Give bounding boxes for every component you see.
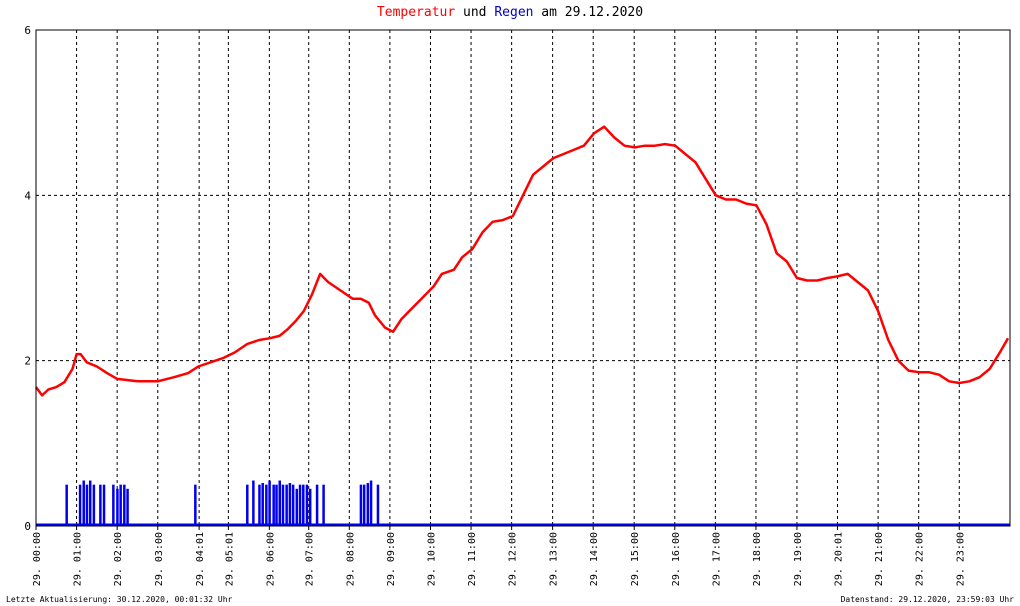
x-tick-label: 29. 18:00 <box>752 532 763 586</box>
x-tick-label: 29. 21:00 <box>874 532 885 586</box>
x-tick-label: 29. 00:00 <box>32 532 43 586</box>
y-tick-label: 6 <box>24 24 31 37</box>
rain-bar <box>278 480 281 526</box>
data-timestamp-text: Datenstand: 29.12.2020, 23:59:03 Uhr <box>840 595 1014 604</box>
x-tick-label: 29. 11:00 <box>467 532 478 586</box>
rain-bar <box>265 484 268 526</box>
rain-bar <box>85 484 89 526</box>
x-tick-label: 29. 10:00 <box>426 532 437 586</box>
temperature-series <box>34 125 1010 397</box>
rain-bar <box>123 484 126 526</box>
rain-bar <box>272 484 275 526</box>
rain-bar <box>285 484 288 526</box>
rain-bar <box>102 484 106 526</box>
rain-bar <box>295 488 299 526</box>
x-tick-label: 29. 08:00 <box>345 532 356 586</box>
x-tick-label: 29. 07:00 <box>305 532 316 586</box>
rain-bar <box>65 484 68 526</box>
x-tick-label: 29. 03:00 <box>154 532 165 586</box>
x-axis-ticks: 29. 00:00 29. 01:00 29. 02:00 29. 03:00 29. … <box>32 526 966 586</box>
rain-bar <box>88 480 92 526</box>
x-tick-label: 29. 05:01 <box>224 532 235 586</box>
rain-bar <box>78 484 82 526</box>
rain-bar <box>268 480 271 526</box>
x-tick-label: 29. 13:00 <box>549 532 560 586</box>
x-tick-label: 29. 02:00 <box>113 532 124 586</box>
rain-bar <box>359 484 363 526</box>
last-update-text: Letzte Aktualisierung: 30.12.2020, 00:01… <box>6 595 233 604</box>
title-date: am 29.12.2020 <box>533 5 644 20</box>
rain-bar <box>82 480 85 526</box>
x-tick-label: 29. 04:01 <box>195 532 206 586</box>
y-tick-label: 0 <box>24 520 31 533</box>
x-tick-label: 29. 01:00 <box>73 532 84 586</box>
x-tick-label: 29. 17:00 <box>711 532 722 586</box>
x-tick-label: 29. 20:01 <box>834 532 845 586</box>
rain-bar <box>305 484 309 526</box>
rain-bar <box>112 484 115 526</box>
chart-title: Temperatur und Regen am 29.12.2020 <box>0 5 1020 20</box>
y-tick-label: 4 <box>24 189 31 202</box>
rain-bar <box>194 484 197 526</box>
rain-bar <box>315 484 319 526</box>
title-and-word: und <box>455 5 495 20</box>
rain-bar <box>302 484 305 526</box>
x-tick-label: 29. 23:00 <box>955 532 966 586</box>
rain-bar <box>288 483 292 526</box>
rain-bar <box>275 484 278 526</box>
rain-bar <box>369 480 373 526</box>
rain-bar <box>116 488 119 526</box>
rain-bar <box>261 483 264 526</box>
rain-bar <box>298 484 302 526</box>
rain-bar <box>376 484 380 526</box>
x-tick-label: 29. 16:00 <box>671 532 682 586</box>
y-axis-ticks: 0 2 4 6 <box>24 24 31 533</box>
rain-bar <box>99 484 102 526</box>
rain-bar <box>362 484 366 526</box>
x-tick-label: 29. 14:00 <box>589 532 600 586</box>
plot-frame <box>35 29 1011 527</box>
temperature-line <box>34 125 1010 397</box>
rain-bar <box>92 484 96 526</box>
rain-bar <box>246 484 249 526</box>
rain-bar <box>258 484 261 526</box>
grid-lines <box>36 30 1010 526</box>
x-tick-label: 29. 09:00 <box>386 532 397 586</box>
y-tick-label: 2 <box>24 355 31 368</box>
rain-bar <box>119 484 122 526</box>
rain-bar <box>126 488 129 526</box>
x-tick-label: 29. 12:00 <box>508 532 519 586</box>
rain-bar <box>308 488 312 526</box>
rain-bar <box>366 483 370 526</box>
x-tick-label: 29. 19:00 <box>793 532 804 586</box>
rain-bar <box>322 484 325 526</box>
x-tick-label: 29. 06:00 <box>265 532 276 586</box>
title-temperature-word: Temperatur <box>376 5 456 20</box>
x-tick-label: 29. 15:00 <box>630 532 641 586</box>
x-tick-label: 29. 22:00 <box>915 532 926 586</box>
rain-series <box>36 480 1010 527</box>
rain-bar <box>281 484 285 526</box>
rain-bar <box>252 480 255 526</box>
rain-bar <box>291 484 295 526</box>
title-rain-word: Regen <box>494 5 534 20</box>
